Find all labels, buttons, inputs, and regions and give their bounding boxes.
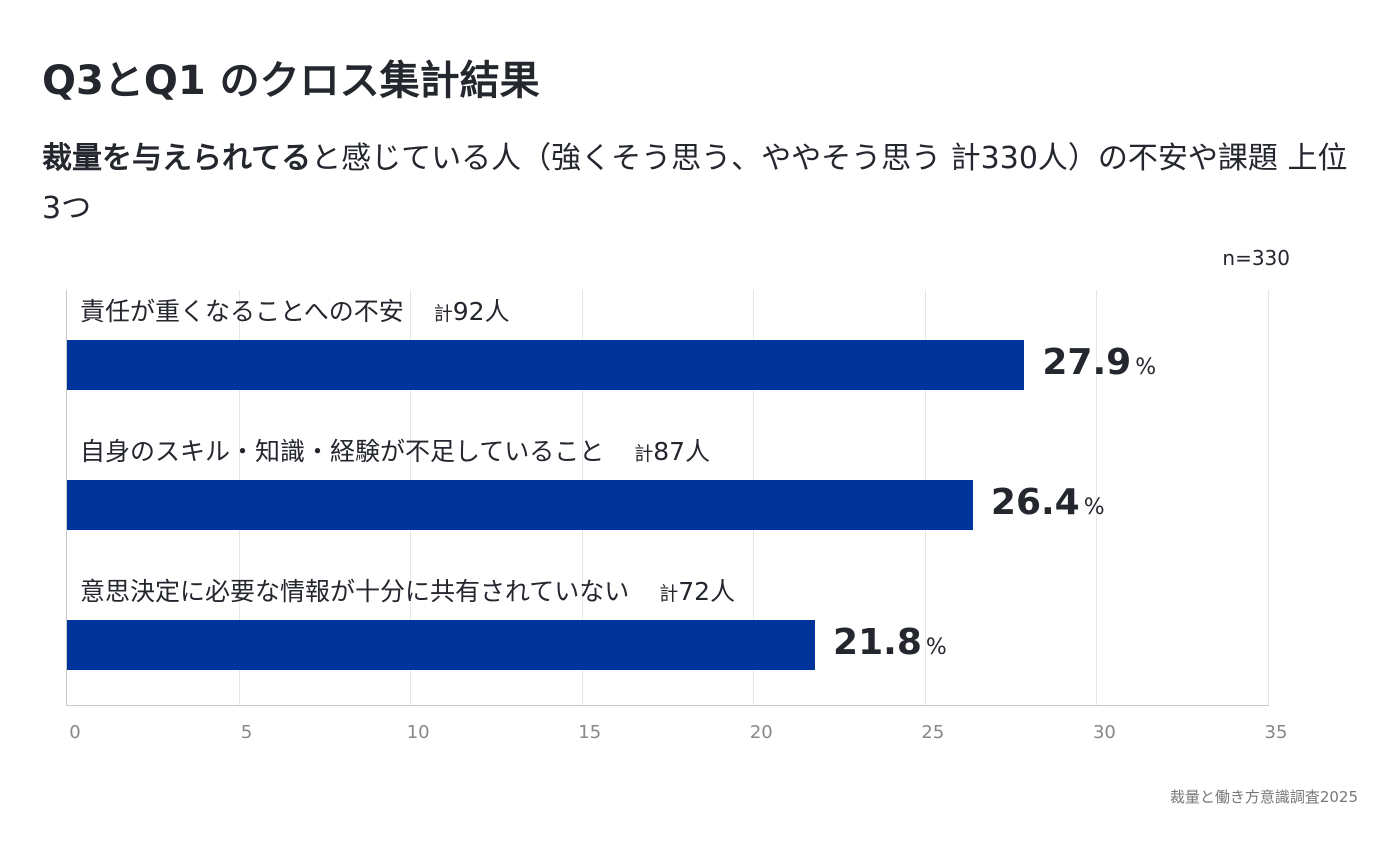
x-tick-label: 15 [578, 722, 602, 743]
category-name: 自身のスキル・知識・経験が不足していること [80, 437, 605, 466]
source-note: 裁量と働き方意識調査2025 [1169, 788, 1358, 806]
x-tick-label: 10 [406, 722, 430, 743]
category-label: 責任が重くなることへの不安 計92人 [80, 292, 510, 328]
x-tick-label: 0 [69, 722, 81, 743]
x-tick-label: 25 [921, 722, 945, 743]
page-title: Q3とQ1 のクロス集計結果 [42, 58, 540, 104]
subtitle-rest: と感じている人（強くそう思う、ややそう思う 計330人）の不安や課題 上位3つ [42, 141, 1348, 226]
x-tick-label: 35 [1264, 722, 1288, 743]
x-axis-line [66, 705, 1269, 706]
count-label: 計92人 [433, 297, 510, 326]
subtitle-bold: 裁量を与えられてる [42, 141, 312, 176]
category-name: 意思決定に必要な情報が十分に共有されていない [80, 577, 630, 606]
y-axis-line [66, 290, 67, 706]
gridline [1268, 290, 1269, 705]
count-label: 計72人 [659, 577, 736, 606]
x-tick-label: 30 [1092, 722, 1116, 743]
value-label: 26.4% [990, 482, 1105, 523]
bar [67, 340, 1025, 390]
chart-subtitle: 裁量を与えられてると感じている人（強くそう思う、ややそう思う 計330人）の不安… [42, 134, 1362, 234]
value-label: 27.9% [1042, 342, 1157, 383]
bar [67, 620, 816, 670]
value-label: 21.8% [833, 622, 947, 663]
category-name: 責任が重くなることへの不安 [80, 297, 404, 326]
count-label: 計87人 [634, 437, 711, 466]
gridline [1096, 290, 1098, 705]
x-tick-label: 5 [240, 722, 253, 743]
sample-size: n=330 [1222, 246, 1290, 270]
category-label: 意思決定に必要な情報が十分に共有されていない 計72人 [80, 572, 735, 608]
bar [67, 480, 973, 530]
x-tick-label: 20 [749, 722, 773, 743]
category-label: 自身のスキル・知識・経験が不足していること 計87人 [80, 432, 710, 468]
